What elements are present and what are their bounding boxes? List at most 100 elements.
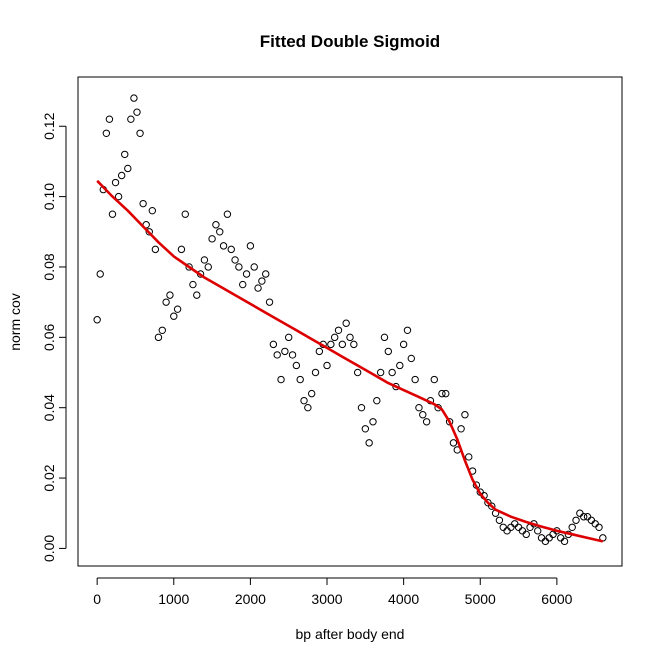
data-point <box>173 305 182 313</box>
data-point <box>121 150 129 159</box>
data-point <box>591 520 599 528</box>
data-point <box>231 256 239 264</box>
data-point <box>296 375 304 384</box>
data-point <box>136 129 144 137</box>
y-tick-label: 0.10 <box>41 183 57 210</box>
data-point <box>304 403 312 412</box>
data-point <box>227 245 235 254</box>
data-point <box>461 411 469 419</box>
data-point <box>117 171 126 180</box>
data-point <box>407 354 415 363</box>
data-point <box>511 520 519 528</box>
data-point <box>133 108 141 116</box>
y-tick-label: 0.12 <box>41 112 57 139</box>
data-point <box>541 537 550 546</box>
data-point <box>204 263 212 271</box>
data-point <box>587 516 596 524</box>
data-point <box>330 333 339 342</box>
data-point <box>185 263 193 271</box>
data-point <box>403 326 412 334</box>
data-point <box>262 270 270 278</box>
scatter-series <box>93 94 607 546</box>
data-point <box>457 425 465 433</box>
data-point <box>346 333 354 342</box>
data-point <box>557 534 565 542</box>
data-point <box>223 210 232 218</box>
data-point <box>258 277 266 285</box>
data-point <box>189 280 197 289</box>
data-point <box>422 418 431 426</box>
data-point <box>396 361 404 370</box>
data-point <box>269 340 278 349</box>
data-point <box>411 375 419 384</box>
data-point <box>534 527 542 535</box>
data-point <box>518 527 527 535</box>
data-point <box>114 192 123 201</box>
data-point <box>399 340 408 349</box>
y-axis: 0.00 0.02 0.04 0.06 0.08 0.10 0.12 <box>41 112 67 562</box>
data-point <box>449 439 458 447</box>
data-point <box>273 351 281 359</box>
y-axis-label: norm cov <box>7 293 23 351</box>
data-point <box>350 340 358 349</box>
data-point <box>193 291 201 299</box>
y-tick-label: 0.08 <box>41 253 57 280</box>
data-point <box>239 280 247 289</box>
data-point <box>102 129 111 137</box>
x-tick-label: 0 <box>93 591 101 607</box>
data-point <box>130 94 138 102</box>
y-tick-label: 0.06 <box>41 323 57 350</box>
x-tick-label: 2000 <box>235 591 266 607</box>
data-point <box>576 509 584 517</box>
data-point <box>127 115 135 123</box>
plot-frame <box>77 76 623 567</box>
data-point <box>361 425 370 433</box>
data-point <box>549 530 557 539</box>
data-point <box>495 516 504 524</box>
data-point <box>334 326 343 334</box>
data-point <box>219 242 228 250</box>
data-point <box>583 513 592 521</box>
data-point <box>373 396 381 405</box>
data-point <box>503 527 511 535</box>
data-point <box>327 340 335 349</box>
data-point <box>357 403 366 412</box>
data-point <box>111 178 120 187</box>
data-point <box>235 263 243 271</box>
data-point <box>281 347 289 356</box>
data-point <box>419 411 427 419</box>
data-point <box>105 115 114 123</box>
data-point <box>380 333 389 342</box>
data-point <box>96 270 104 278</box>
data-point <box>323 361 331 370</box>
data-point <box>499 523 507 532</box>
y-tick-label: 0.02 <box>41 464 57 491</box>
data-point <box>93 316 101 324</box>
data-point <box>300 396 308 405</box>
data-point <box>166 291 174 299</box>
data-point <box>216 228 224 236</box>
data-point <box>162 298 170 306</box>
data-point <box>560 537 569 546</box>
data-point <box>288 351 297 359</box>
data-point <box>338 340 347 349</box>
data-point <box>292 361 301 370</box>
data-point <box>545 534 553 542</box>
data-point <box>384 347 393 356</box>
data-point <box>242 270 251 278</box>
data-point <box>522 530 530 539</box>
x-tick-label: 3000 <box>311 591 342 607</box>
data-point <box>572 516 580 524</box>
data-point <box>488 502 496 510</box>
data-point <box>342 319 350 327</box>
data-point <box>124 164 132 173</box>
data-point <box>376 368 385 377</box>
data-point <box>151 245 160 254</box>
data-point <box>154 333 163 342</box>
data-point <box>430 375 438 384</box>
y-tick-label: 0.04 <box>41 394 57 421</box>
x-tick-label: 5000 <box>465 591 496 607</box>
data-point <box>514 523 523 532</box>
data-point <box>177 245 186 254</box>
data-point <box>139 199 147 208</box>
